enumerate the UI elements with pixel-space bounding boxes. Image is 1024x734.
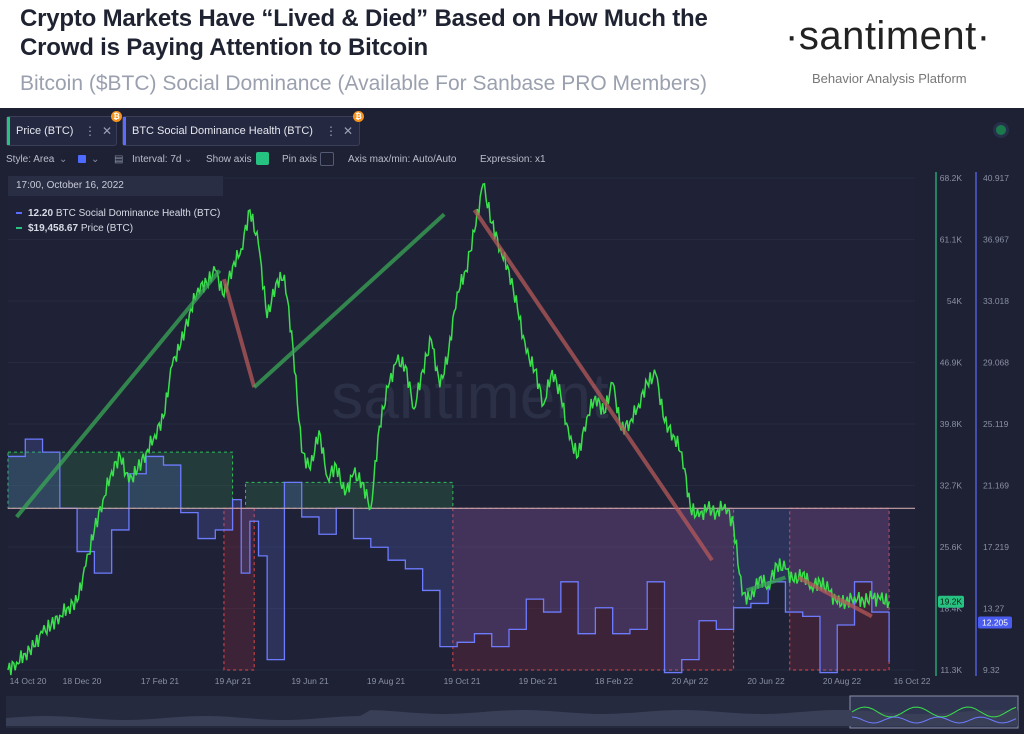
page-subtitle: Bitcoin ($BTC) Social Dominance (Availab… [20, 72, 708, 95]
price-tick-label: 68.2K [940, 173, 963, 183]
low-dominance-box [223, 507, 255, 671]
santiment-logo: ·santiment· [785, 14, 991, 58]
dominance-area [8, 439, 890, 673]
price-tick-label: 39.8K [940, 419, 963, 429]
x-tick-label: 18 Feb 22 [595, 676, 634, 686]
report-header: Crypto Markets Have “Lived & Died” Based… [0, 0, 1024, 108]
x-tick-label: 19 Oct 21 [444, 676, 481, 686]
navigator-dominance-line [851, 716, 1017, 724]
pin-axis-label: Pin axis [282, 154, 318, 165]
x-tick-label: 19 Aug 21 [367, 676, 406, 686]
page-title: Crypto Markets Have “Lived & Died” Based… [20, 5, 708, 61]
trend-arrow [222, 278, 257, 388]
current-price-label: 19.2K [940, 597, 963, 607]
low-dominance-box [452, 507, 735, 671]
navigator-price-line [851, 706, 1017, 718]
expression-field[interactable]: Expression: x1 [480, 154, 546, 165]
x-tick-label: 20 Jun 22 [747, 676, 785, 686]
navigator-area [6, 710, 1018, 726]
x-tick-label: 16 Oct 22 [894, 676, 931, 686]
low-dominance-box [789, 507, 890, 671]
dominance-tick-label: 36.967 [983, 235, 1009, 245]
legend-swatch [16, 212, 22, 215]
price-line [7, 182, 890, 676]
axis-maxmin-select[interactable]: Axis max/min: Auto/Auto [348, 154, 457, 165]
series-color-swatch[interactable] [78, 155, 86, 163]
trend-arrow [15, 269, 222, 519]
x-tick-label: 20 Apr 22 [672, 676, 709, 686]
trend-arrow [797, 575, 873, 619]
more-icon[interactable]: ⋮ [84, 124, 96, 138]
tooltip-label: BTC Social Dominance Health (BTC) [55, 208, 221, 219]
current-dominance-badge [978, 616, 1012, 629]
dominance-line [8, 438, 890, 674]
x-tick-label: 20 Aug 22 [823, 676, 862, 686]
chevron-down-icon[interactable]: ⌄ [91, 154, 100, 165]
tooltip-item-price: $19,458.67 Price (BTC) [16, 223, 133, 234]
tab-social-dominance[interactable]: BTC Social Dominance Health (BTC) ⋮ ✕ ₿ [122, 111, 364, 146]
tooltip-value: 12.20 [28, 208, 54, 219]
x-tick-label: 19 Apr 21 [215, 676, 252, 686]
chevron-down-icon[interactable]: ⌄ [59, 154, 68, 165]
x-tick-label: 19 Dec 21 [519, 676, 558, 686]
trend-arrow [252, 212, 446, 389]
dominance-tick-label: 40.917 [983, 173, 1009, 183]
watermark-text: santiment [331, 360, 609, 432]
tooltip-value: $19,458.67 [28, 223, 79, 234]
calendar-icon: ▤ [114, 154, 124, 165]
price-tick-label: 11.3K [940, 665, 962, 675]
price-tick-label: 46.9K [940, 358, 963, 368]
dominance-tick-label: 25.119 [983, 419, 1009, 429]
more-icon[interactable]: ⋮ [325, 124, 337, 138]
dominance-tick-label: 17.219 [983, 542, 1009, 552]
dominance-tick-label: 13.27 [983, 604, 1005, 614]
trend-arrow [745, 575, 787, 593]
x-tick-label: 18 Dec 20 [63, 676, 102, 686]
pin-axis-checkbox[interactable] [320, 152, 334, 166]
style-select[interactable]: Style: Area [6, 154, 55, 165]
close-icon[interactable]: ✕ [102, 124, 113, 138]
x-tick-label: 14 Oct 20 [10, 676, 47, 686]
tab-label: BTC Social Dominance Health (BTC) [132, 125, 313, 137]
show-axis-label: Show axis [206, 154, 252, 165]
dominance-tick-label: 33.018 [983, 296, 1009, 306]
x-tick-label: 19 Jun 21 [291, 676, 329, 686]
dominance-tick-label: 29.068 [983, 358, 1009, 368]
price-tick-label: 32.7K [940, 481, 963, 491]
price-tick-label: 54K [947, 296, 962, 306]
x-tick-label: 17 Feb 21 [141, 676, 180, 686]
dominance-tick-label: 9.32 [983, 665, 1000, 675]
legend-swatch [16, 227, 22, 230]
chart-toolbar: Style: Area ⌄ ⌄ ▤ Interval: 7d ⌄ Show ax… [0, 152, 1024, 170]
current-price-badge [938, 595, 964, 608]
price-tick-label: 18.4K [940, 604, 963, 614]
tab-price-btc[interactable]: Price (BTC) ⋮ ✕ ₿ [6, 111, 122, 146]
chevron-down-icon[interactable]: ⌄ [184, 154, 193, 165]
bitcoin-badge-icon: ₿ [353, 111, 364, 122]
logo-tagline: Behavior Analysis Platform [812, 71, 967, 86]
tooltip-label: Price (BTC) [80, 223, 134, 234]
price-tick-label: 25.6K [940, 542, 963, 552]
price-tick-label: 61.1K [940, 235, 963, 245]
tooltip-item-dominance: 12.20 BTC Social Dominance Health (BTC) [16, 208, 220, 219]
current-dominance-label: 12.205 [982, 617, 1008, 627]
close-icon[interactable]: ✕ [343, 124, 354, 138]
show-axis-checkbox[interactable] [256, 152, 269, 165]
tab-label: Price (BTC) [16, 125, 74, 137]
tab-color-bar [123, 117, 126, 145]
tab-color-bar [7, 117, 10, 145]
price-dominance-chart: santiment 68.2K 61.1K 54K 46.9K 39.8K 32.7K 25.… [6, 172, 1019, 729]
trend-arrow [472, 208, 714, 562]
bitcoin-badge-icon: ₿ [111, 111, 122, 122]
chart-panel: santiment 68.2K 61.1K 54K 46.9K 39.8K 32.7K 25.… [0, 108, 1024, 734]
tooltip-date: 17:00, October 16, 2022 [8, 176, 223, 196]
interval-select[interactable]: Interval: 7d [132, 154, 182, 165]
live-indicator-icon [996, 125, 1006, 135]
dominance-tick-label: 21.169 [983, 481, 1009, 491]
